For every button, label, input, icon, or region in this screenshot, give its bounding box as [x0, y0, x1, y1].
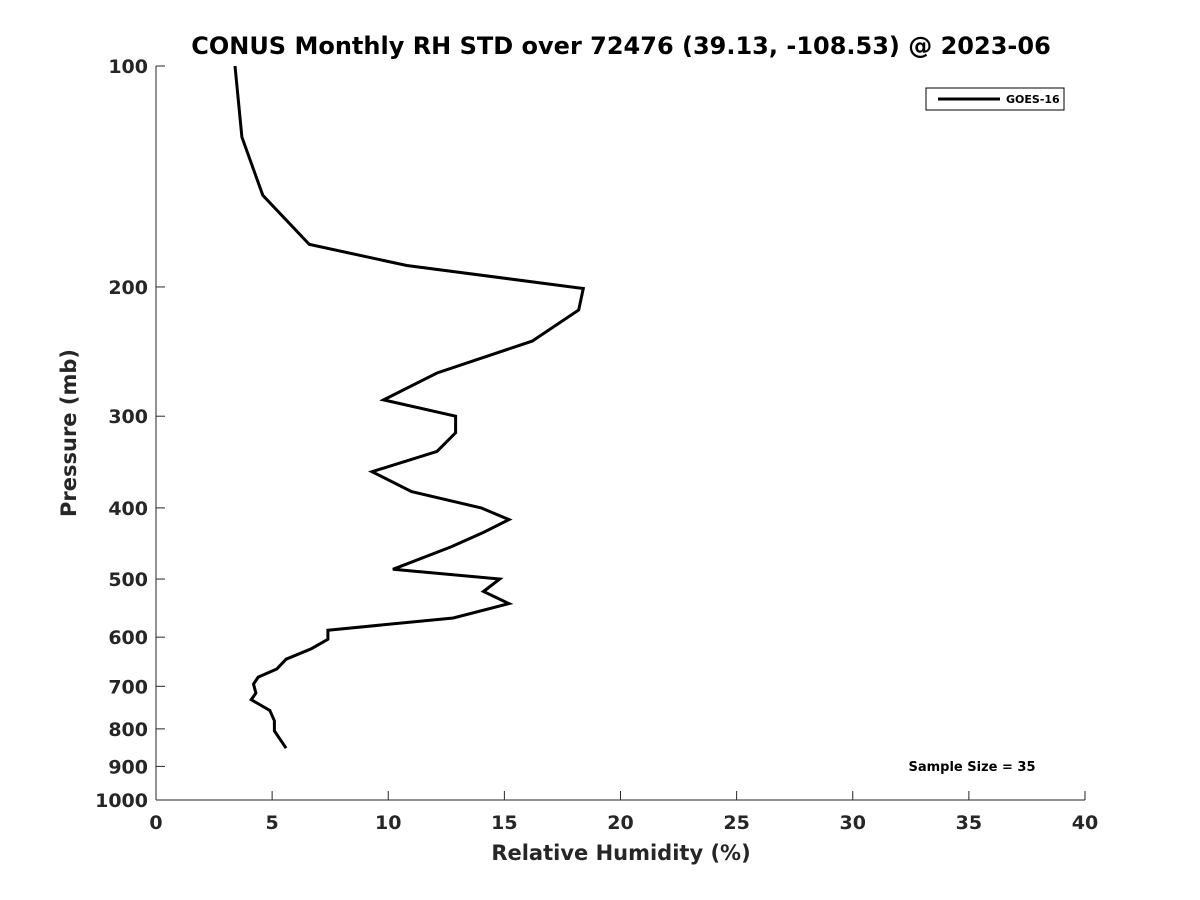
legend-label-goes-16: GOES-16	[1006, 93, 1060, 106]
x-axis-label: Relative Humidity (%)	[491, 841, 750, 865]
x-tick-label: 10	[375, 812, 401, 834]
x-tick-label: 25	[723, 812, 749, 834]
chart-title: CONUS Monthly RH STD over 72476 (39.13, …	[191, 32, 1051, 60]
y-axis-label: Pressure (mb)	[57, 349, 81, 517]
y-tick-label: 300	[108, 406, 148, 428]
y-tick-label: 600	[108, 627, 148, 649]
y-axis: 100 200 300 400 500 600 700 800 900 1000	[95, 56, 165, 812]
legend: GOES-16	[925, 87, 1065, 111]
sample-size-annotation: Sample Size = 35	[908, 760, 1035, 775]
y-tick-label: 800	[108, 719, 148, 741]
y-tick-label: 500	[108, 569, 148, 591]
y-tick-label: 200	[108, 277, 148, 299]
y-tick-label: 400	[108, 498, 148, 520]
x-axis: 0 5 10 15 20 25 30 35 40	[149, 791, 1098, 834]
y-tick-label: 700	[108, 676, 148, 698]
x-tick-label: 30	[840, 812, 866, 834]
series-line-goes-16	[233, 65, 586, 750]
x-tick-label: 15	[491, 812, 517, 834]
plot-area	[233, 65, 586, 750]
x-tick-label: 5	[266, 812, 279, 834]
x-tick-label: 0	[149, 812, 162, 834]
y-tick-label: 900	[108, 756, 148, 778]
x-tick-label: 35	[956, 812, 982, 834]
x-tick-label: 40	[1072, 812, 1098, 834]
y-tick-label: 100	[108, 56, 148, 78]
x-tick-label: 20	[607, 812, 633, 834]
y-tick-label: 1000	[95, 790, 148, 812]
